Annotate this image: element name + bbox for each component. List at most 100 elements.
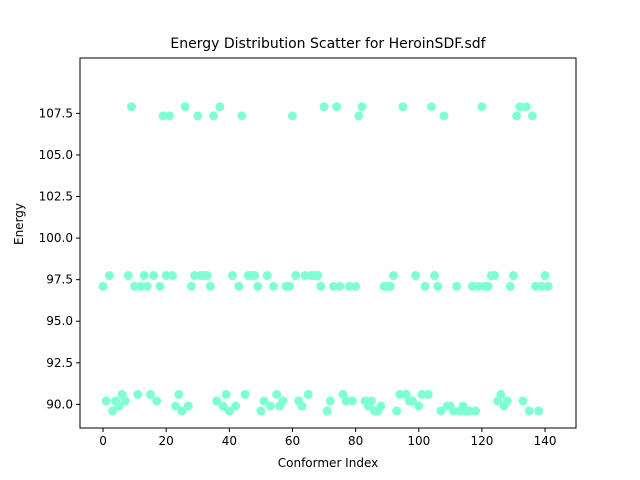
point [436, 406, 446, 416]
point [133, 389, 143, 399]
x-tick-label: 140 [534, 434, 557, 448]
point [448, 406, 458, 416]
point [186, 281, 196, 291]
point [430, 271, 440, 281]
point [527, 111, 537, 121]
point [262, 271, 272, 281]
point [490, 271, 500, 281]
point [433, 281, 443, 291]
point [190, 271, 200, 281]
point [316, 281, 326, 291]
point [104, 271, 114, 281]
point [221, 389, 231, 399]
point [256, 406, 266, 416]
point [354, 111, 364, 121]
point [218, 401, 228, 411]
point [344, 281, 354, 291]
x-tick-label: 100 [407, 434, 430, 448]
point [183, 401, 193, 411]
point [351, 281, 361, 291]
point [265, 401, 275, 411]
point [512, 111, 522, 121]
x-tick-label: 20 [159, 434, 174, 448]
point [414, 401, 424, 411]
point [477, 102, 487, 112]
x-tick-label: 0 [99, 434, 107, 448]
point [171, 401, 181, 411]
point [385, 281, 395, 291]
point [234, 281, 244, 291]
point [120, 396, 130, 406]
x-tick-label: 60 [285, 434, 300, 448]
point [420, 281, 430, 291]
point [467, 281, 477, 291]
point [139, 271, 149, 281]
point [149, 271, 159, 281]
plot-frame [79, 57, 577, 429]
point [508, 271, 518, 281]
y-tick-label: 105.0 [39, 148, 73, 162]
point [269, 281, 279, 291]
point [193, 111, 203, 121]
y-tick-label: 97.5 [46, 273, 73, 287]
y-tick-label: 90.0 [46, 397, 73, 411]
point [123, 271, 133, 281]
point [407, 396, 417, 406]
point [471, 406, 481, 416]
point [145, 389, 155, 399]
point [224, 406, 234, 416]
point [534, 406, 544, 416]
point [483, 281, 493, 291]
point [474, 281, 484, 291]
y-tick-label: 95.0 [46, 314, 73, 328]
point [521, 102, 531, 112]
point [389, 271, 399, 281]
x-tick-label: 80 [348, 434, 363, 448]
point [250, 271, 260, 281]
point [303, 389, 313, 399]
point [114, 401, 124, 411]
x-tick-label: 40 [222, 434, 237, 448]
point [423, 389, 433, 399]
point [168, 271, 178, 281]
point [215, 102, 225, 112]
point [332, 102, 342, 112]
point [329, 281, 339, 291]
point [202, 271, 212, 281]
point [452, 281, 462, 291]
point [240, 389, 250, 399]
point [313, 271, 323, 281]
point [347, 396, 357, 406]
y-tick-label: 100.0 [39, 231, 73, 245]
x-axis-label: Conformer Index [278, 456, 378, 470]
point [291, 271, 301, 281]
point [502, 396, 512, 406]
point [376, 401, 386, 411]
point [253, 281, 263, 291]
point [297, 401, 307, 411]
point [537, 281, 547, 291]
point [237, 111, 247, 121]
y-tick-label: 102.5 [39, 190, 73, 204]
point [322, 406, 332, 416]
point [231, 401, 241, 411]
point [357, 102, 367, 112]
point [300, 271, 310, 281]
point [155, 281, 165, 291]
point [417, 389, 427, 399]
x-tick-label: 120 [470, 434, 493, 448]
point [335, 281, 345, 291]
point [518, 396, 528, 406]
point [98, 281, 108, 291]
point [278, 396, 288, 406]
point [325, 396, 335, 406]
point [212, 396, 222, 406]
point [319, 102, 329, 112]
point [108, 406, 118, 416]
chart-title: Energy Distribution Scatter for HeroinSD… [170, 36, 486, 52]
point [515, 102, 525, 112]
point [259, 396, 269, 406]
y-tick-label: 92.5 [46, 356, 73, 370]
